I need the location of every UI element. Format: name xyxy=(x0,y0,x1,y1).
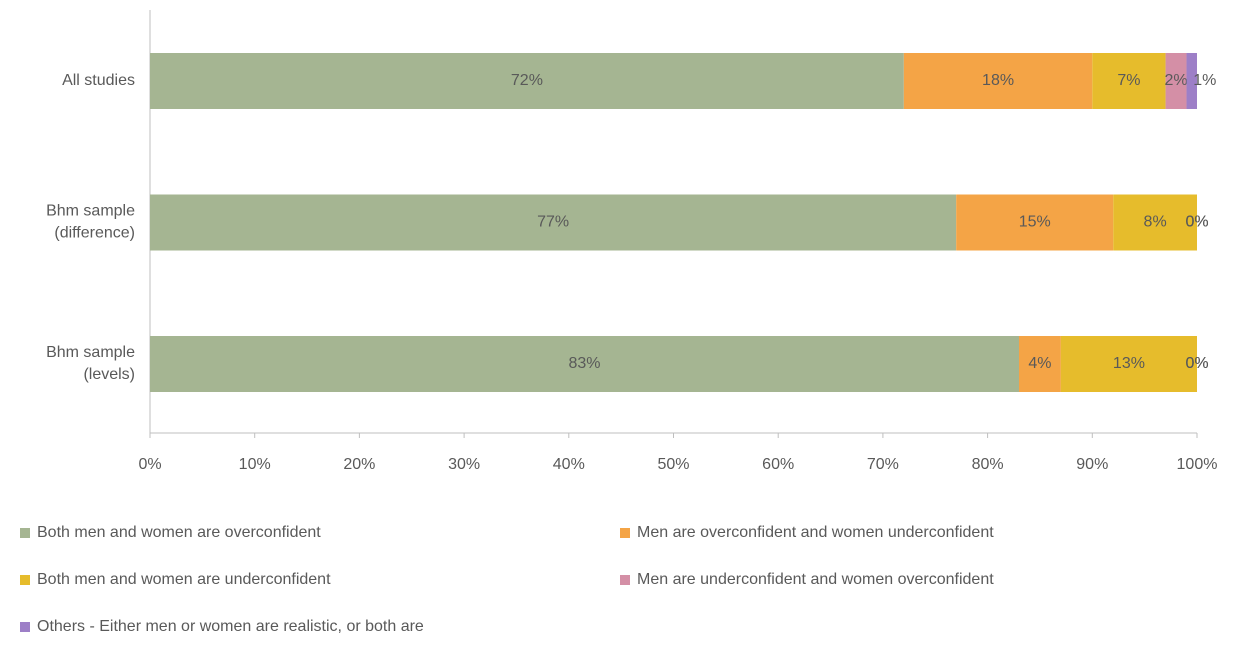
bar-segment xyxy=(1019,336,1061,392)
value-label: 7% xyxy=(1117,72,1140,89)
legend-swatch xyxy=(20,528,30,538)
value-label: 15% xyxy=(1019,214,1051,231)
value-label: 77% xyxy=(537,214,569,231)
legend-swatch xyxy=(620,575,630,585)
y-tick-label: Bhm sample xyxy=(46,344,135,361)
value-label: 0% xyxy=(1185,214,1208,231)
value-label: 8% xyxy=(1144,214,1167,231)
value-label: 2% xyxy=(1164,72,1187,89)
bar-segment xyxy=(1113,194,1197,251)
x-tick-label: 50% xyxy=(657,456,689,473)
value-label: 4% xyxy=(1028,355,1051,372)
bar-segment xyxy=(150,194,957,251)
value-label: 18% xyxy=(982,72,1014,89)
value-label: 1% xyxy=(1193,72,1216,89)
x-tick-label: 10% xyxy=(239,456,271,473)
legend-swatch xyxy=(20,575,30,585)
y-tick-label: All studies xyxy=(62,72,135,89)
value-label: 72% xyxy=(511,72,543,89)
legend-label: Men are overconfident and women undercon… xyxy=(637,524,994,541)
x-tick-label: 90% xyxy=(1076,456,1108,473)
bar-segment xyxy=(150,53,904,109)
value-label: 83% xyxy=(568,355,600,372)
x-tick-label: 100% xyxy=(1177,456,1218,473)
legend-label: Men are underconfident and women overcon… xyxy=(637,571,994,588)
legend-swatch xyxy=(20,622,30,632)
x-tick-label: 80% xyxy=(972,456,1004,473)
value-label: 0% xyxy=(1185,214,1208,231)
legend-label: Others - Either men or women are realist… xyxy=(37,618,424,635)
legend-label: Both men and women are overconfident xyxy=(37,524,321,541)
x-tick-label: 20% xyxy=(343,456,375,473)
bar-segment xyxy=(1092,53,1166,109)
bar-segment xyxy=(150,336,1020,392)
legend-label: Both men and women are underconfident xyxy=(37,571,331,588)
bar-segment xyxy=(903,53,1093,109)
x-tick-label: 30% xyxy=(448,456,480,473)
y-tick-label: (difference) xyxy=(54,225,135,242)
y-tick-label: (levels) xyxy=(83,366,135,383)
bar-segment xyxy=(1060,336,1197,392)
x-tick-label: 60% xyxy=(762,456,794,473)
value-label: 0% xyxy=(1185,355,1208,372)
x-tick-label: 70% xyxy=(867,456,899,473)
x-tick-label: 40% xyxy=(553,456,585,473)
bar-segment xyxy=(1165,53,1187,109)
y-tick-label: Bhm sample xyxy=(46,203,135,220)
value-label: 13% xyxy=(1113,355,1145,372)
x-tick-label: 0% xyxy=(138,456,161,473)
bar-segment xyxy=(1186,53,1197,109)
bar-segment xyxy=(956,194,1114,251)
value-label: 0% xyxy=(1185,355,1208,372)
legend-swatch xyxy=(620,528,630,538)
